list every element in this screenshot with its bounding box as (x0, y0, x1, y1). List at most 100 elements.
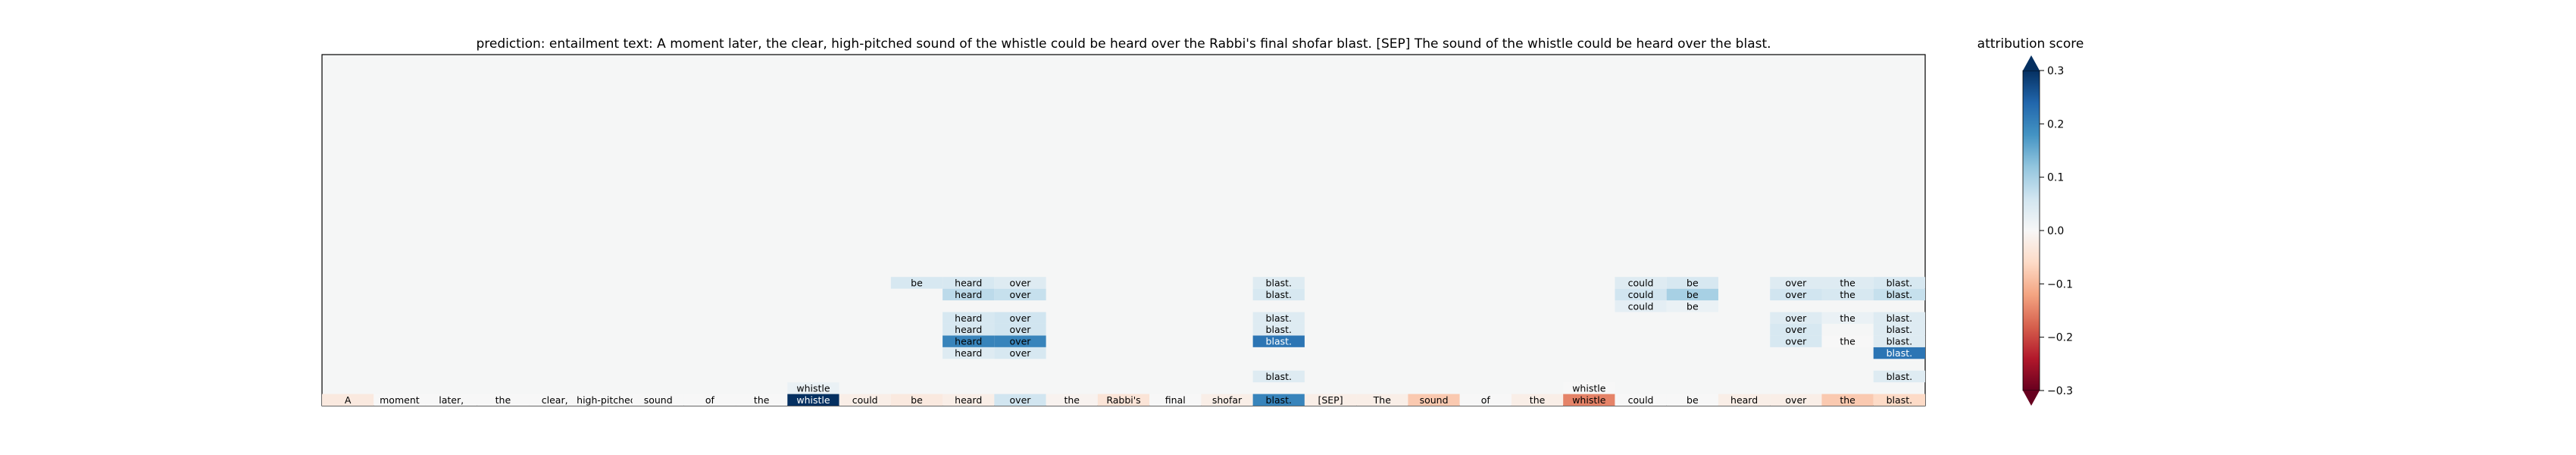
heat-cell-27-fill (994, 288, 1046, 301)
heat-cell-3-fill (1873, 370, 1925, 383)
heat-cell-42-label: blast. (1887, 277, 1912, 288)
colorbar-tick-label-6: −0.3 (2047, 385, 2073, 397)
heat-cell-34-fill (890, 277, 943, 289)
heat-cell-17-fill (1873, 323, 1925, 336)
plot-background (321, 54, 1926, 406)
heat-cell-18-fill (943, 312, 995, 324)
token-cell-28-fill (1770, 394, 1822, 406)
token-cell-26-label: be (1687, 394, 1699, 406)
token-cell-8-label: the (754, 394, 770, 406)
heat-cell-15-label: blast. (1266, 324, 1292, 335)
token-cell-3-label: the (496, 394, 511, 406)
token-cell-15-label: Rabbi's (1106, 394, 1140, 406)
colorbar-extend-top (2023, 55, 2040, 71)
heat-cell-23-fill (1873, 312, 1925, 324)
heat-cell-42-fill (1873, 277, 1925, 289)
heat-cell-33-label: blast. (1887, 289, 1912, 300)
heat-cell-0-label: whistle (796, 382, 830, 394)
heat-cell-13-label: heard (955, 324, 982, 335)
token-cell-12-fill (943, 394, 995, 406)
token-cell-26-fill (1666, 394, 1718, 406)
heat-cell-19-fill (994, 312, 1046, 324)
heat-cell-7-fill (943, 335, 995, 347)
heat-cell-36-label: over (1010, 277, 1032, 288)
heat-cell-9-fill (1252, 335, 1305, 347)
token-cell-11-label: be (911, 394, 923, 406)
heat-cell-17-label: blast. (1887, 324, 1912, 335)
token-cell-14-label: the (1064, 394, 1080, 406)
token-cell-30-fill (1873, 394, 1925, 406)
token-cell-3-fill (477, 394, 530, 406)
heat-cell-21-fill (1770, 312, 1822, 324)
heat-cell-31-label: over (1785, 289, 1807, 300)
heat-cell-15-fill (1252, 323, 1305, 336)
heat-cell-16-fill (1770, 323, 1822, 336)
token-cell-21-fill (1408, 394, 1460, 406)
token-cell-24-fill (1563, 394, 1615, 406)
token-cell-1-label: moment (380, 394, 420, 406)
token-cell-2-fill (425, 394, 477, 406)
token-cell-11-fill (890, 394, 943, 406)
heat-cell-27-label: over (1010, 289, 1032, 300)
token-cell-20-fill (1356, 394, 1408, 406)
heat-cell-23-label: blast. (1887, 312, 1912, 324)
heat-cell-12-label: blast. (1887, 336, 1912, 347)
heat-cell-6-label: blast. (1887, 347, 1912, 359)
heat-cell-20-fill (1252, 312, 1305, 324)
colorbar-tick-label-1: 0.2 (2047, 118, 2064, 130)
colorbar-tick-label-3: 0.0 (2047, 225, 2064, 237)
heat-cell-22-label: the (1840, 312, 1855, 324)
token-cell-28-label: over (1785, 394, 1807, 406)
token-cell-8-fill (736, 394, 788, 406)
heat-cell-31-fill (1770, 288, 1822, 301)
token-cell-17-fill (1201, 394, 1253, 406)
heat-cell-20-label: blast. (1266, 312, 1292, 324)
token-cell-27-label: heard (1730, 394, 1758, 406)
token-cell-16-fill (1149, 394, 1202, 406)
heat-cell-4-label: heard (955, 347, 982, 359)
token-cell-23-label: the (1530, 394, 1546, 406)
token-cell-0-label: A (345, 394, 352, 406)
token-cell-24-label: whistle (1572, 394, 1606, 406)
token-cell-23-fill (1511, 394, 1564, 406)
heat-cell-26-fill (943, 288, 995, 301)
heat-cell-12-fill (1873, 335, 1925, 347)
heat-cell-10-label: over (1785, 336, 1807, 347)
heat-cell-37-fill (1252, 277, 1305, 289)
token-cell-7-label: of (705, 394, 715, 406)
token-cell-9-label: whistle (796, 394, 830, 406)
heat-cell-4-fill (943, 347, 995, 359)
heat-cell-11-fill (1821, 335, 1874, 347)
token-cell-16-label: final (1165, 394, 1186, 406)
heat-cell-2-fill (1252, 370, 1305, 383)
token-cell-14-fill (1046, 394, 1098, 406)
heat-cell-26-label: heard (955, 289, 982, 300)
token-cell-18-label: blast. (1266, 394, 1292, 406)
token-cell-12-label: heard (955, 394, 982, 406)
heat-cell-38-label: could (1628, 277, 1654, 288)
heat-cell-22-fill (1821, 312, 1874, 324)
token-cell-22-fill (1459, 394, 1512, 406)
heat-cell-11-label: the (1840, 336, 1855, 347)
token-cell-5-fill (580, 394, 633, 406)
heat-cell-30-fill (1666, 288, 1718, 301)
heat-cell-14-label: over (1010, 324, 1032, 335)
token-cell-2-label: later, (439, 394, 464, 406)
token-cell-30-label: blast. (1887, 394, 1912, 406)
heat-cell-13-fill (943, 323, 995, 336)
token-cell-10-label: could (852, 394, 878, 406)
heat-cell-28-label: blast. (1266, 289, 1292, 300)
heat-cell-7-label: heard (955, 336, 982, 347)
token-cell-4-fill (529, 394, 581, 406)
heat-cell-10-fill (1770, 335, 1822, 347)
heat-cell-35-fill (943, 277, 995, 289)
token-cell-19-label: [SEP] (1318, 394, 1343, 406)
heat-cell-9-label: blast. (1266, 336, 1292, 347)
token-cell-20-label: The (1373, 394, 1392, 406)
colorbar (2022, 70, 2040, 391)
token-cell-15-fill (1097, 394, 1150, 406)
heat-cell-32-label: the (1840, 289, 1855, 300)
token-cell-17-label: shofar (1212, 394, 1243, 406)
heat-cell-3-label: blast. (1887, 371, 1912, 382)
